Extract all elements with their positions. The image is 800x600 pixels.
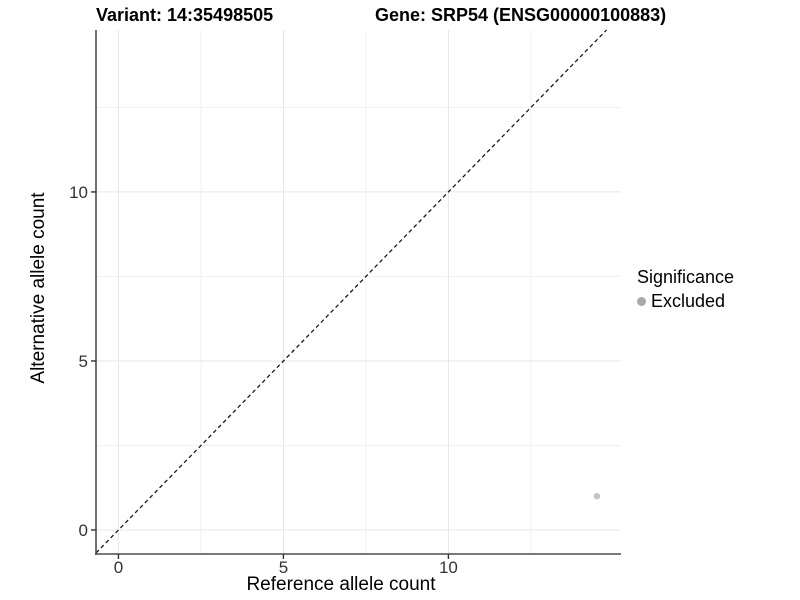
legend: Significance Excluded xyxy=(637,266,734,312)
identity-line xyxy=(95,29,607,554)
x-tick-label: 5 xyxy=(279,558,288,577)
y-tick-label: 0 xyxy=(79,521,88,540)
y-tick-label: 10 xyxy=(69,183,88,202)
data-point xyxy=(593,492,601,500)
gene-title: Gene: SRP54 (ENSG00000100883) xyxy=(375,5,667,25)
legend-item-excluded: Excluded xyxy=(637,290,734,312)
x-tick-label: 10 xyxy=(439,558,458,577)
x-tick-label: 0 xyxy=(114,558,123,577)
variant-title: Variant: 14:35498505 xyxy=(96,5,274,25)
legend-title: Significance xyxy=(637,267,735,287)
legend-item-label: Excluded xyxy=(651,291,726,311)
x-axis-title: Reference allele count xyxy=(246,574,436,595)
legend-point-swatch xyxy=(637,296,646,306)
y-tick-label: 5 xyxy=(79,352,88,371)
y-axis-title: Alternative allele count xyxy=(28,192,49,384)
